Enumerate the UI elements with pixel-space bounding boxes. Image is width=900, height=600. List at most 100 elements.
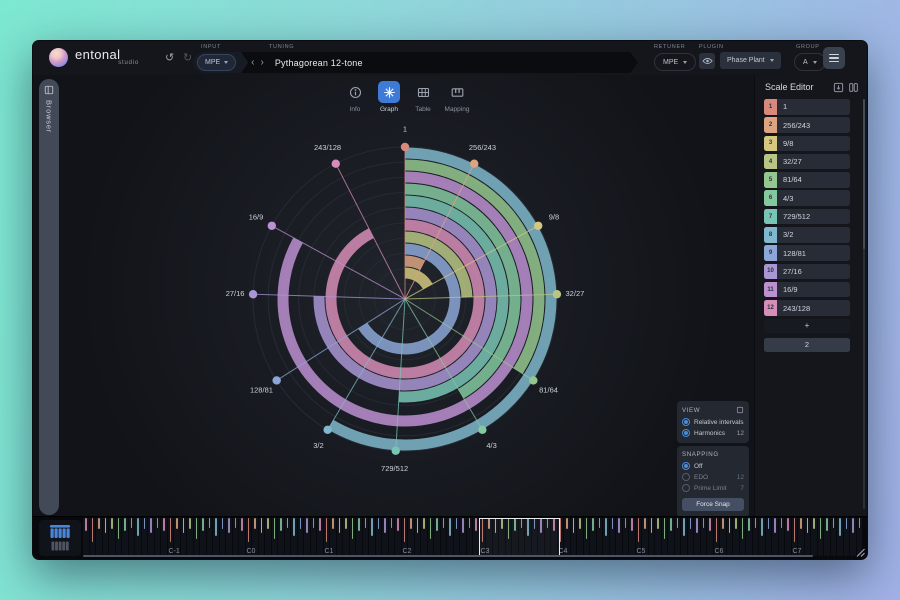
scale-row-11[interactable]: 11 16/9 <box>764 281 850 298</box>
piano-key[interactable] <box>356 518 362 556</box>
piano-key[interactable] <box>590 518 596 556</box>
plugin-visibility-button[interactable] <box>699 53 715 69</box>
piano-key[interactable] <box>551 518 557 556</box>
piano-key[interactable] <box>200 518 206 556</box>
scale-row-6[interactable]: 6 4/3 <box>764 190 850 206</box>
piano-key[interactable] <box>765 518 771 556</box>
snapping-option-off[interactable]: Off <box>682 462 744 470</box>
scale-row-12[interactable]: 12 243/128 <box>764 300 850 316</box>
group-dropdown[interactable]: A <box>794 53 826 71</box>
snapping-option-prime-limit[interactable]: Prime Limit 7 <box>682 484 744 492</box>
piano-key[interactable] <box>226 518 232 556</box>
piano-key[interactable] <box>843 518 849 556</box>
piano-key[interactable] <box>343 518 349 556</box>
keyboard-scrollbar[interactable] <box>83 554 813 557</box>
piano-key[interactable] <box>317 518 323 556</box>
piano-key[interactable] <box>336 518 342 556</box>
piano-key[interactable] <box>531 518 537 556</box>
piano-key[interactable] <box>811 518 817 556</box>
period-value[interactable]: 2 <box>764 337 850 352</box>
scale-row-5[interactable]: 5 81/64 <box>764 172 850 188</box>
piano-key[interactable] <box>395 518 401 556</box>
piano-key[interactable] <box>128 518 134 556</box>
piano-key[interactable] <box>778 518 784 556</box>
piano-key[interactable] <box>382 518 388 556</box>
interval-dot-6[interactable] <box>478 425 487 435</box>
piano-key[interactable] <box>187 518 193 556</box>
piano-key[interactable] <box>603 518 609 556</box>
piano-key[interactable] <box>804 518 810 556</box>
piano-key[interactable] <box>668 518 674 556</box>
piano-key[interactable] <box>817 518 823 556</box>
scale-row-7[interactable]: 7 729/512 <box>764 208 850 225</box>
piano-key[interactable] <box>115 518 121 556</box>
interval-dot-4[interactable] <box>552 290 562 299</box>
interval-dot-1[interactable] <box>400 142 410 152</box>
piano-key[interactable] <box>622 518 628 556</box>
piano-key[interactable] <box>687 518 693 556</box>
next-tuning-icon[interactable]: › <box>260 56 264 68</box>
interval-dot-8[interactable] <box>323 425 332 435</box>
plugin-dropdown[interactable]: Phase Plant <box>720 52 781 69</box>
piano-key[interactable] <box>271 518 277 556</box>
detach-icon[interactable] <box>736 406 744 414</box>
piano-key[interactable] <box>726 518 732 556</box>
piano-key[interactable] <box>89 518 95 556</box>
interval-arc-729-512[interactable] <box>398 195 509 403</box>
piano-key[interactable] <box>759 518 765 556</box>
piano-key[interactable] <box>213 518 219 556</box>
piano-key[interactable] <box>733 518 739 556</box>
save-icon[interactable] <box>833 82 844 93</box>
piano-key[interactable] <box>362 518 368 556</box>
piano-key[interactable] <box>388 518 394 556</box>
interval-dot-12[interactable] <box>331 159 340 168</box>
piano-key[interactable] <box>421 518 427 556</box>
piano-key[interactable] <box>245 518 251 556</box>
piano-key[interactable] <box>629 518 635 556</box>
piano-key[interactable] <box>323 518 329 556</box>
piano-key[interactable] <box>297 518 303 556</box>
tuning-title[interactable]: Pythagorean 12-tone <box>274 57 363 68</box>
piano-key[interactable] <box>674 518 680 556</box>
piano-key[interactable] <box>830 518 836 556</box>
add-interval-button[interactable]: + <box>764 318 850 333</box>
piano-key[interactable] <box>505 518 511 556</box>
interval-dot-10[interactable] <box>248 290 258 299</box>
piano-key[interactable] <box>122 518 128 556</box>
piano-key[interactable] <box>414 518 420 556</box>
piano-key[interactable] <box>330 518 336 556</box>
input-dropdown[interactable]: MPE <box>197 54 236 71</box>
scale-row-4[interactable]: 4 32/27 <box>764 153 850 170</box>
piano-key[interactable] <box>616 518 622 556</box>
resize-handle[interactable] <box>855 547 865 557</box>
snapping-option-edo[interactable]: EDO 12 <box>682 473 744 481</box>
view-option-relative-intervals[interactable]: Relative intervals <box>682 418 744 426</box>
piano-key[interactable] <box>109 518 115 556</box>
piano-key[interactable] <box>408 518 414 556</box>
piano-key[interactable] <box>824 518 830 556</box>
interval-arc-256-243[interactable] <box>404 255 425 271</box>
piano-key[interactable] <box>700 518 706 556</box>
interval-arc-128-81[interactable] <box>358 243 461 355</box>
piano-key[interactable] <box>278 518 284 556</box>
interval-dot-7[interactable] <box>391 446 400 455</box>
piano-key[interactable] <box>850 518 856 556</box>
interval-dot-9[interactable] <box>272 376 281 385</box>
piano-key[interactable] <box>96 518 102 556</box>
piano-key[interactable] <box>544 518 550 556</box>
piano-key[interactable] <box>434 518 440 556</box>
piano-key[interactable] <box>375 518 381 556</box>
piano-key[interactable] <box>785 518 791 556</box>
piano-inactive-icon[interactable] <box>51 541 69 551</box>
keyboard-selection[interactable] <box>478 518 560 557</box>
piano-key[interactable] <box>83 518 89 556</box>
piano-key[interactable] <box>713 518 719 556</box>
tab-graph[interactable]: Graph <box>375 81 403 113</box>
piano-key[interactable] <box>167 518 173 556</box>
piano-key[interactable] <box>265 518 271 556</box>
piano-key[interactable] <box>206 518 212 556</box>
piano-key[interactable] <box>837 518 843 556</box>
scale-scrollbar[interactable] <box>863 99 865 509</box>
piano-key[interactable] <box>369 518 375 556</box>
piano-key[interactable] <box>291 518 297 556</box>
